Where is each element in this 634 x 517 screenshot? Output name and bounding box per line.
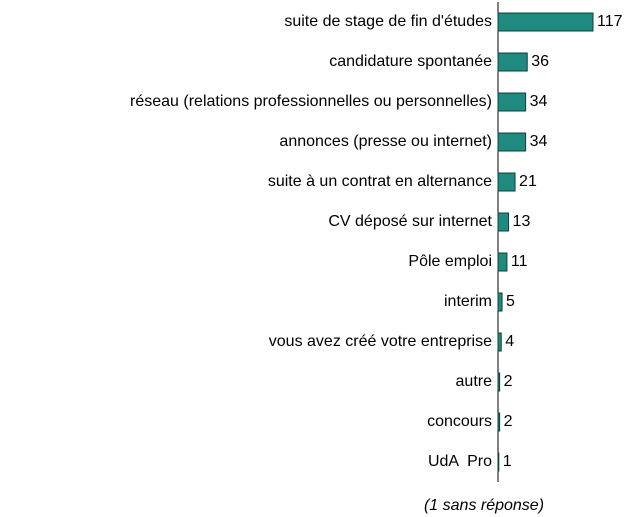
bar: [497, 332, 502, 352]
bar: [497, 412, 501, 432]
category-label: suite de stage de fin d'études: [284, 13, 492, 30]
annotation: (1 sans réponse): [424, 497, 544, 514]
category-label: réseau (relations professionnelles ou pe…: [130, 93, 492, 110]
bar: [497, 132, 527, 152]
category-label: annonces (presse ou internet): [279, 133, 492, 150]
value-label: 11: [511, 253, 528, 270]
value-label: 117: [597, 13, 623, 30]
value-label: 36: [531, 53, 549, 70]
bar: [497, 52, 528, 72]
value-label: 2: [504, 373, 513, 390]
value-label: 2: [504, 413, 513, 430]
value-label: 4: [505, 333, 514, 350]
value-label: 1: [503, 453, 512, 470]
bar: [497, 252, 508, 272]
category-label: CV déposé sur internet: [328, 213, 492, 230]
bar: [497, 452, 500, 472]
bar: [497, 12, 594, 32]
bar: [497, 172, 516, 192]
category-label: Pôle emploi: [408, 253, 492, 270]
category-label: candidature spontanée: [329, 53, 492, 70]
bar: [497, 372, 501, 392]
category-label: suite à un contrat en alternance: [268, 173, 492, 190]
bar: [497, 212, 510, 232]
value-label: 13: [513, 213, 531, 230]
value-label: 21: [519, 173, 537, 190]
bar: [497, 292, 503, 312]
category-label: interim: [444, 293, 492, 310]
bar: [497, 92, 527, 112]
value-label: 5: [506, 293, 515, 310]
value-label: 34: [530, 93, 548, 110]
value-label: 34: [530, 133, 548, 150]
category-label: UdA Pro: [428, 453, 492, 470]
category-label: vous avez créé votre entreprise: [269, 333, 492, 350]
category-label: concours: [427, 413, 492, 430]
category-label: autre: [456, 373, 493, 390]
